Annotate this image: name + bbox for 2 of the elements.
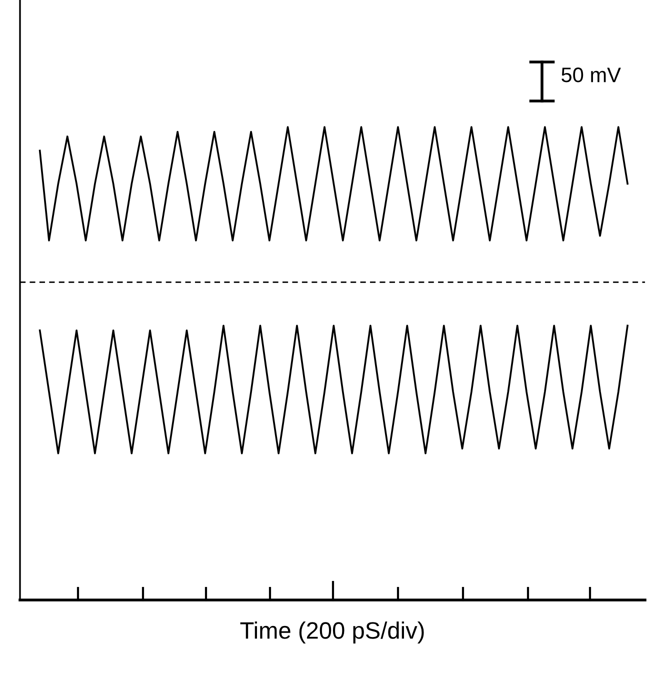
text: 50 mV <box>562 68 621 82</box>
x-axis-title: Time (200 pS/div) <box>240 622 424 644</box>
